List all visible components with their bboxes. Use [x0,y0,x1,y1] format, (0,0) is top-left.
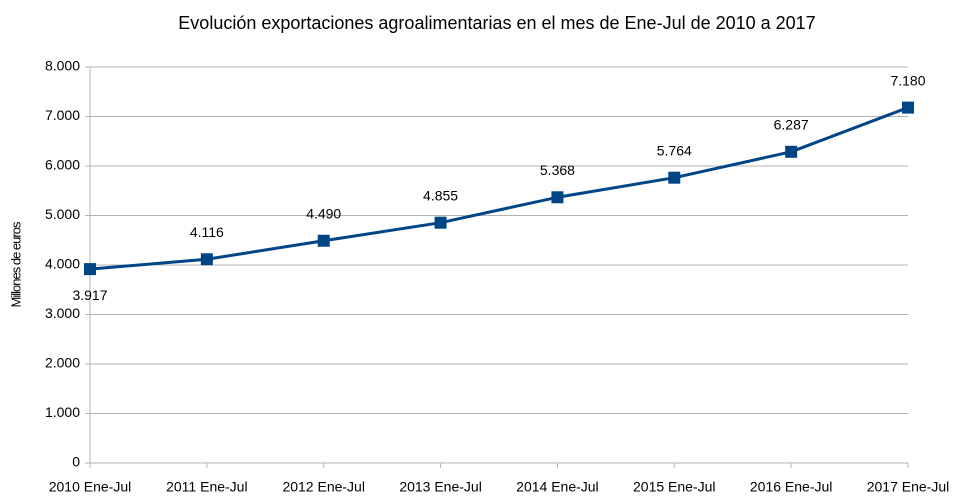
x-tick-label: 2012 Ene-Jul [282,479,365,495]
data-point [668,171,681,184]
data-label: 4.855 [423,187,458,203]
data-point [434,216,447,229]
x-tick-label: 2014 Ene-Jul [516,479,599,495]
x-tick-label: 2013 Ene-Jul [399,479,482,495]
y-tick-label: 6.000 [45,157,80,173]
data-label: 5.764 [657,142,692,158]
series-line [89,106,909,271]
x-tick-label: 2011 Ene-Jul [166,479,247,495]
y-tick-label: 5.000 [45,206,80,222]
chart-title: Evolución exportaciones agroalimentarias… [178,13,815,33]
x-tick-label: 2017 Ene-Jul [867,479,950,495]
data-point [785,145,798,158]
data-point [84,263,96,276]
x-tick-label: 2015 Ene-Jul [633,479,716,495]
data-label: 5.368 [540,162,575,178]
y-tick-label: 0 [72,454,80,470]
data-label: 6.287 [774,116,809,132]
y-axis-label: Millones de euros [8,221,23,307]
y-tick-label: 4.000 [45,256,80,272]
data-point [200,253,213,266]
data-point [317,234,330,247]
y-tick-label: 1.000 [45,404,80,420]
data-label: 4.490 [306,205,341,221]
data-label: 7.180 [890,72,925,88]
x-tick-label: 2010 Ene-Jul [49,479,132,495]
x-tick-label: 2016 Ene-Jul [750,479,833,495]
y-tick-label: 7.000 [45,107,80,123]
data-label: 4.116 [190,224,224,240]
data-label: 3.917 [72,287,107,303]
y-tick-label: 8.000 [45,58,80,74]
data-point [902,101,914,114]
y-tick-label: 2.000 [45,355,80,371]
y-tick-label: 3.000 [45,305,80,321]
data-point [551,191,564,204]
